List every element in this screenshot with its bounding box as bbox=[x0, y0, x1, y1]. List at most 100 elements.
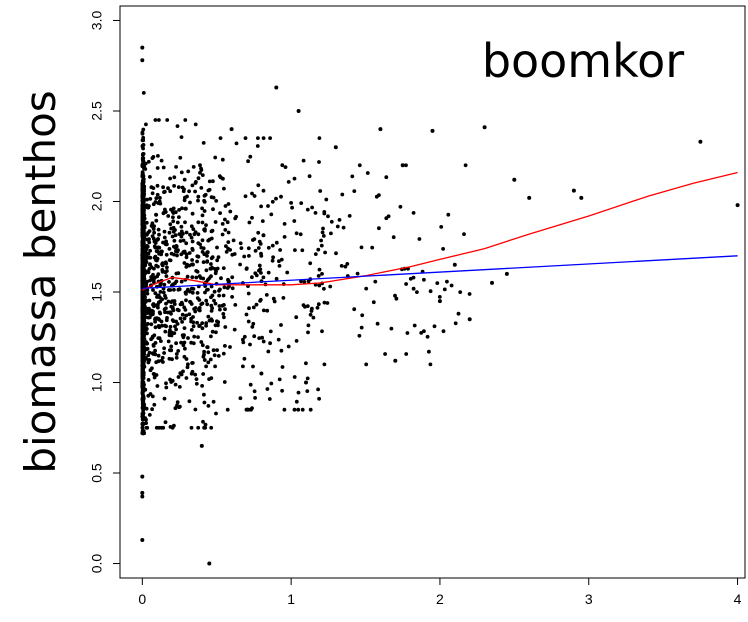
scatter-point bbox=[140, 296, 145, 301]
scatter-point bbox=[202, 400, 207, 405]
x-tick-label: 2 bbox=[436, 591, 444, 607]
scatter-point bbox=[307, 174, 312, 179]
scatter-point bbox=[334, 251, 338, 256]
scatter-point bbox=[296, 390, 301, 395]
scatter-point bbox=[242, 356, 247, 361]
scatter-point bbox=[186, 169, 191, 174]
scatter-point bbox=[279, 348, 284, 353]
scatter-point bbox=[205, 288, 209, 292]
scatter-point bbox=[173, 210, 178, 215]
points-layer bbox=[140, 45, 740, 566]
scatter-point bbox=[211, 399, 216, 404]
scatter-point bbox=[259, 204, 263, 209]
scatter-point bbox=[343, 264, 348, 269]
scatter-point bbox=[196, 335, 200, 339]
scatter-point bbox=[270, 258, 275, 263]
scatter-point bbox=[194, 180, 198, 184]
scatter-point bbox=[194, 381, 199, 386]
scatter-point bbox=[296, 109, 301, 113]
scatter-point bbox=[155, 384, 160, 388]
scatter-point bbox=[140, 45, 145, 50]
scatter-point bbox=[238, 241, 243, 246]
scatter-point bbox=[181, 343, 186, 348]
scatter-point bbox=[226, 202, 231, 206]
scatter-point bbox=[140, 425, 145, 430]
scatter-point bbox=[205, 250, 210, 255]
scatter-point bbox=[427, 349, 431, 354]
scatter-point bbox=[326, 214, 330, 219]
scatter-point bbox=[359, 245, 364, 250]
scatter-point bbox=[441, 329, 446, 334]
scatter-point bbox=[143, 387, 148, 392]
scatter-point bbox=[209, 229, 214, 234]
scatter-point bbox=[225, 407, 230, 412]
scatter-point bbox=[207, 179, 212, 184]
scatter-point bbox=[201, 354, 206, 359]
scatter-point bbox=[182, 177, 187, 182]
scatter-point bbox=[165, 118, 170, 122]
scatter-point bbox=[182, 305, 187, 310]
scatter-point bbox=[196, 198, 200, 203]
scatter-point bbox=[175, 307, 180, 312]
scatter-point bbox=[177, 215, 181, 220]
scatter-point bbox=[301, 303, 306, 307]
scatter-point bbox=[155, 258, 159, 263]
scatter-point bbox=[233, 216, 238, 221]
scatter-point bbox=[304, 361, 308, 366]
scatter-point bbox=[162, 282, 167, 287]
scatter-point bbox=[185, 263, 189, 267]
scatter-point bbox=[161, 240, 165, 245]
scatter-point bbox=[215, 258, 220, 263]
scatter-point bbox=[292, 176, 297, 181]
scatter-point bbox=[345, 262, 350, 266]
scatter-point bbox=[328, 284, 333, 289]
scatter-point bbox=[206, 404, 211, 408]
scatter-point bbox=[350, 174, 355, 179]
scatter-point bbox=[156, 245, 161, 250]
scatter-point bbox=[177, 385, 182, 389]
scatter-point bbox=[144, 421, 149, 425]
scatter-point bbox=[215, 245, 219, 250]
scatter-point bbox=[204, 223, 208, 228]
scatter-point bbox=[143, 167, 148, 171]
scatter-point bbox=[150, 407, 155, 412]
y-tick-label: 1.0 bbox=[89, 373, 105, 393]
scatter-point bbox=[162, 235, 167, 240]
scatter-point bbox=[239, 246, 244, 251]
scatter-point bbox=[190, 275, 195, 280]
scatter-point bbox=[340, 192, 345, 197]
scatter-point bbox=[211, 348, 216, 353]
scatter-point bbox=[146, 378, 151, 382]
scatter-point bbox=[140, 303, 145, 308]
scatter-point bbox=[292, 375, 297, 379]
scatter-point bbox=[300, 248, 305, 253]
scatter-point bbox=[247, 306, 251, 311]
scatter-point bbox=[180, 206, 184, 211]
scatter-point bbox=[145, 331, 149, 336]
scatter-point bbox=[268, 341, 272, 346]
scatter-point bbox=[196, 220, 201, 225]
scatter-point bbox=[280, 163, 285, 168]
scatter-point bbox=[282, 222, 287, 226]
scatter-point bbox=[204, 268, 209, 273]
scatter-point bbox=[153, 291, 158, 296]
scatter-point bbox=[241, 340, 246, 345]
scatter-point bbox=[251, 321, 256, 326]
scatter-point bbox=[140, 194, 145, 199]
scatter-point bbox=[322, 300, 327, 305]
scatter-point bbox=[272, 299, 277, 304]
scatter-point bbox=[276, 337, 281, 342]
scatter-point bbox=[184, 313, 189, 318]
scatter-point bbox=[173, 382, 178, 387]
scatter-point bbox=[140, 153, 145, 157]
scatter-point bbox=[141, 408, 146, 413]
scatter-point bbox=[222, 315, 226, 320]
scatter-point bbox=[183, 220, 187, 225]
scatter-point bbox=[222, 186, 226, 191]
scatter-point bbox=[141, 255, 145, 260]
scatter-point bbox=[248, 154, 253, 159]
scatter-point bbox=[174, 244, 179, 249]
scatter-point bbox=[253, 396, 257, 400]
scatter-point bbox=[152, 230, 157, 235]
scatter-point bbox=[216, 323, 220, 328]
